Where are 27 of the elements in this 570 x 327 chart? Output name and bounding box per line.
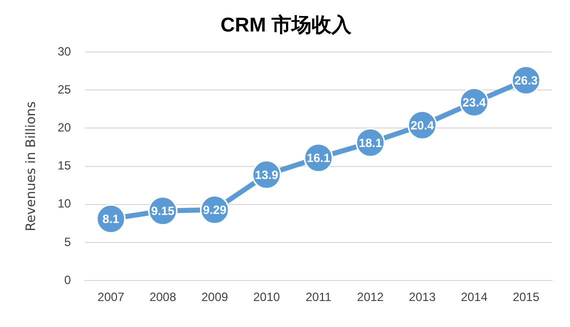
x-tick-label: 2011: [306, 290, 332, 304]
y-tick-label: 15: [58, 158, 72, 173]
data-label: 13.9: [254, 168, 279, 182]
x-tick-label: 2013: [408, 290, 436, 304]
x-tick-label: 2010: [253, 290, 280, 304]
data-label: 8.1: [102, 212, 120, 226]
data-label: 26.3: [514, 74, 538, 88]
y-tick-label: 10: [58, 196, 72, 211]
data-label: 16.1: [306, 151, 330, 166]
data-label: 9.15: [151, 204, 175, 218]
y-tick-label: 5: [64, 234, 72, 249]
y-tick-label: 30: [58, 44, 72, 58]
x-tick-label: 2007: [98, 290, 125, 304]
x-tick-label: 2015: [512, 290, 540, 304]
data-label: 9.29: [203, 203, 227, 218]
y-tick-label: 20: [58, 120, 72, 135]
data-label: 18.1: [358, 136, 382, 150]
y-tick-label: 0: [64, 272, 72, 287]
data-label: 23.4: [462, 96, 486, 110]
y-tick-label: 25: [58, 82, 72, 96]
chart-title: CRM 市场收入: [220, 14, 353, 37]
x-tick-label: 2008: [149, 290, 176, 304]
x-tick-label: 2012: [357, 290, 384, 304]
x-tick-label: 2009: [201, 290, 228, 304]
x-tick-label: 2014: [460, 290, 488, 304]
y-axis-title: Revenues in Billions: [24, 101, 40, 232]
data-label: 20.4: [410, 118, 434, 132]
